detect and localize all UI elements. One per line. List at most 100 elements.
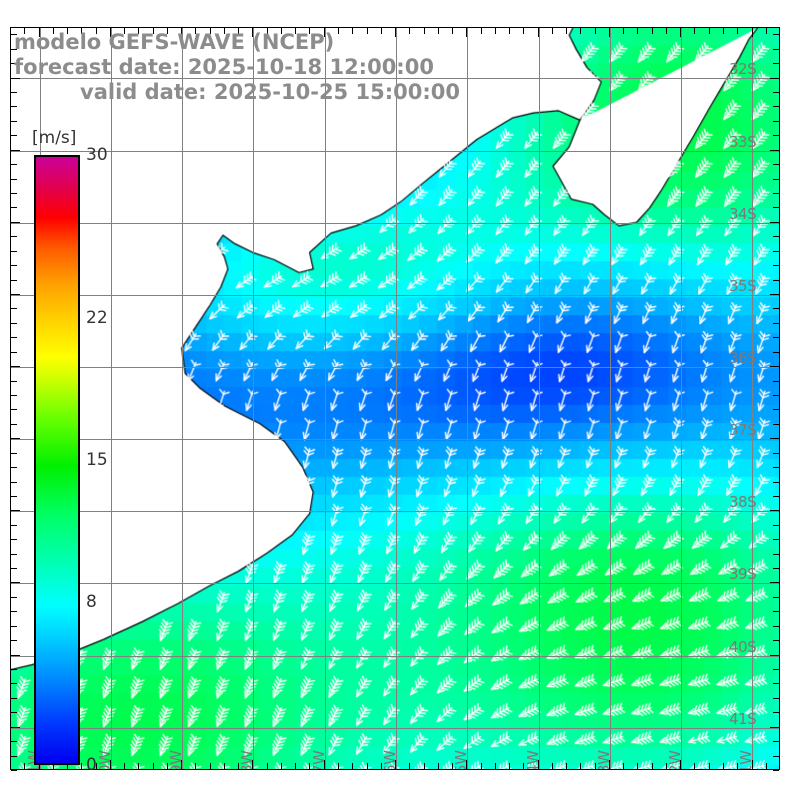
axis-tick — [166, 28, 168, 34]
lon-tick-label: 60W — [96, 750, 114, 770]
axis-tick — [11, 409, 17, 411]
axis-tick — [166, 763, 168, 769]
axis-tick — [11, 135, 17, 137]
graticule-parallel — [11, 656, 779, 657]
axis-tick — [580, 763, 582, 769]
axis-tick — [11, 34, 17, 36]
axis-tick — [280, 763, 282, 769]
axis-tick — [11, 625, 17, 627]
axis-tick — [338, 28, 339, 34]
graticule-meridian — [752, 28, 753, 769]
lon-tick-label: 52W — [666, 750, 684, 770]
axis-tick — [323, 760, 325, 769]
axis-tick — [11, 755, 17, 757]
axis-tick — [773, 423, 779, 425]
axis-tick — [323, 28, 325, 37]
graticule-meridian — [111, 28, 112, 769]
axis-tick — [252, 760, 254, 769]
axis-tick — [209, 763, 211, 769]
axis-tick — [770, 582, 779, 584]
axis-tick — [773, 669, 779, 670]
colorbar-tick: 8 — [86, 592, 97, 613]
axis-tick — [181, 28, 183, 37]
axis-tick — [11, 669, 17, 670]
axis-tick — [773, 467, 779, 468]
axis-tick — [380, 28, 382, 34]
colorbar-gradient — [34, 155, 80, 765]
axis-tick — [266, 28, 268, 34]
axis-tick — [109, 28, 111, 37]
axis-tick — [11, 178, 17, 180]
graticule-parallel — [11, 78, 779, 79]
axis-tick — [773, 265, 779, 266]
axis-tick — [770, 654, 779, 656]
axis-tick — [773, 596, 779, 598]
axis-tick — [52, 28, 54, 34]
axis-tick — [608, 28, 610, 37]
axis-tick — [11, 380, 17, 382]
map-plot-area[interactable]: 61W60W59W58W57W56W55W54W53W52W51W32S33S3… — [10, 27, 780, 770]
axis-tick — [623, 763, 625, 769]
axis-tick — [751, 760, 753, 769]
axis-tick — [773, 279, 779, 281]
axis-tick — [11, 423, 17, 425]
axis-tick — [494, 763, 496, 769]
axis-tick — [11, 553, 17, 555]
axis-tick — [11, 366, 20, 367]
axis-tick — [11, 524, 17, 526]
colorbar-tick: 22 — [86, 307, 108, 328]
axis-tick — [608, 760, 610, 769]
axis-tick — [551, 28, 553, 34]
axis-tick — [773, 683, 779, 685]
axis-tick — [266, 763, 268, 769]
lat-tick-label: 32S — [729, 60, 757, 78]
axis-tick — [366, 763, 368, 769]
axis-tick — [295, 763, 297, 769]
axis-tick — [11, 438, 20, 440]
axis-tick — [195, 28, 197, 34]
axis-tick — [765, 763, 767, 769]
axis-tick — [11, 120, 17, 122]
axis-tick — [366, 28, 368, 34]
axis-tick — [11, 250, 17, 252]
axis-tick — [11, 582, 20, 584]
axis-tick — [138, 28, 140, 34]
axis-tick — [124, 28, 126, 34]
axis-tick — [773, 495, 779, 497]
axis-tick — [466, 28, 468, 37]
axis-tick — [773, 640, 779, 642]
axis-tick — [773, 322, 779, 324]
axis-tick — [537, 28, 539, 37]
axis-tick — [773, 91, 779, 93]
axis-tick — [637, 763, 639, 769]
axis-tick — [38, 28, 40, 37]
axis-tick — [509, 28, 511, 34]
axis-tick — [252, 28, 254, 37]
axis-tick — [195, 763, 197, 769]
axis-tick — [295, 28, 297, 34]
axis-tick — [423, 763, 425, 769]
axis-tick — [11, 640, 17, 642]
graticule-parallel — [11, 151, 779, 152]
axis-tick — [708, 28, 710, 34]
axis-tick — [723, 763, 724, 769]
axis-tick — [773, 697, 779, 699]
graticule-meridian — [253, 28, 254, 769]
axis-tick — [637, 28, 639, 34]
axis-tick — [11, 164, 17, 166]
lon-tick-label: 57W — [310, 750, 328, 770]
axis-tick — [52, 763, 54, 769]
axis-tick — [566, 763, 568, 769]
graticule-meridian — [539, 28, 540, 769]
lat-tick-label: 41S — [729, 710, 757, 728]
lon-tick-label: 56W — [381, 750, 399, 770]
axis-tick — [95, 763, 97, 769]
axis-tick — [11, 495, 17, 497]
axis-tick — [11, 770, 17, 771]
axis-tick — [665, 763, 667, 769]
axis-tick — [523, 28, 525, 34]
lat-tick-label: 38S — [729, 493, 757, 511]
axis-tick — [11, 394, 17, 396]
axis-tick — [409, 763, 411, 769]
